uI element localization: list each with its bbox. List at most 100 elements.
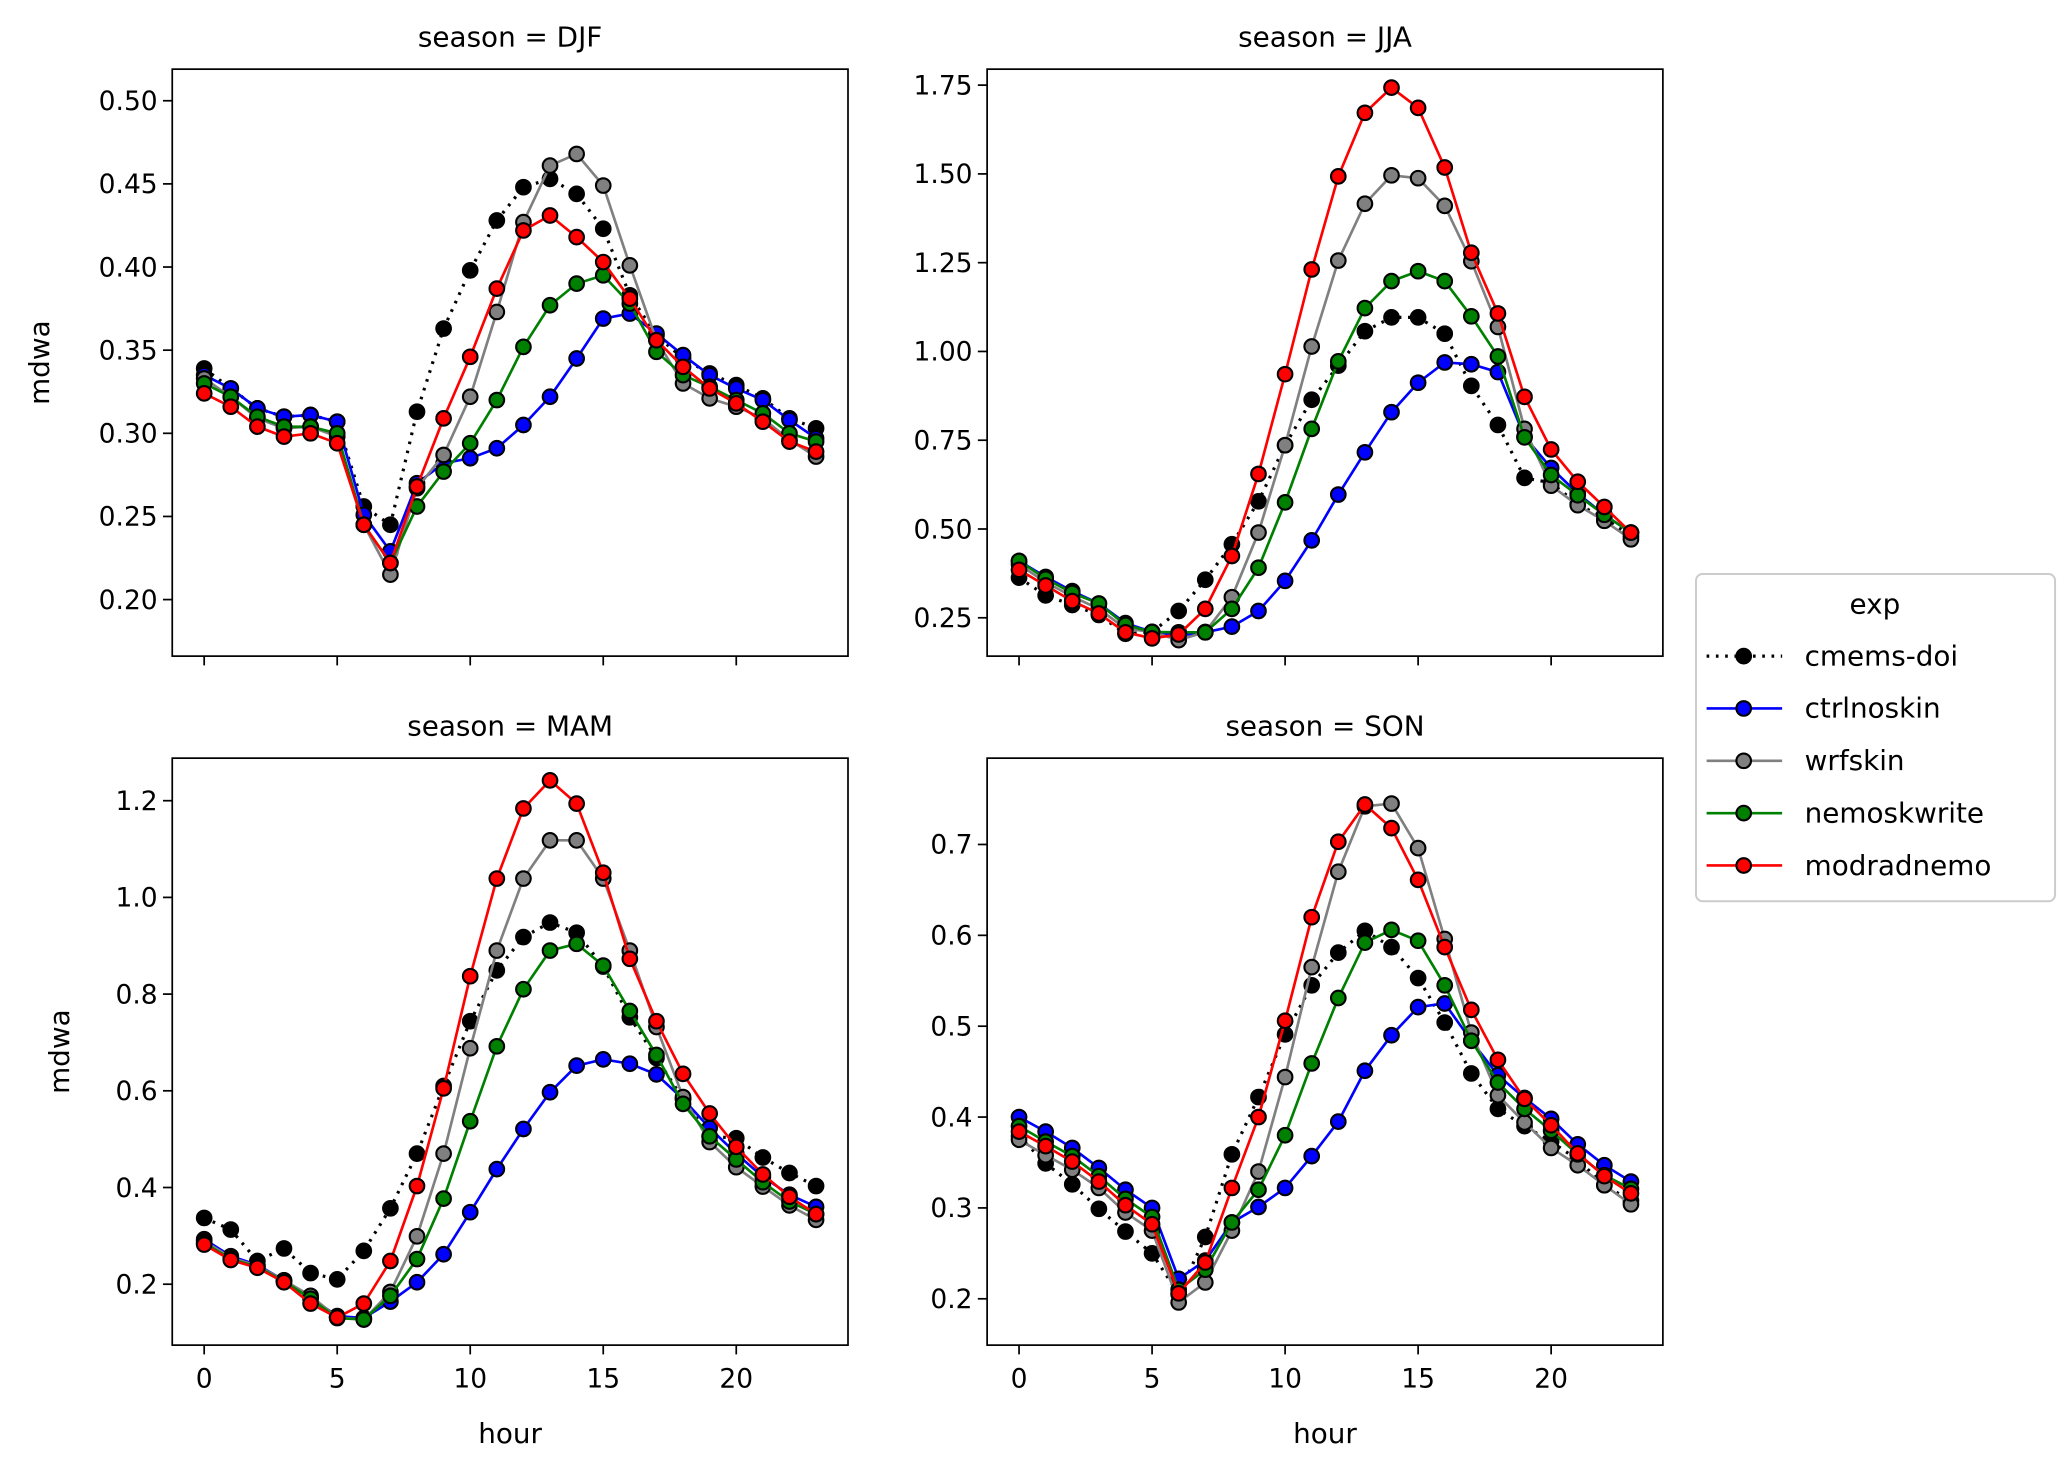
data-point-cmems-doi [1063,1175,1081,1193]
data-point-modradnemo [1329,833,1347,851]
data-point-wrfskin [594,177,612,194]
data-point-wrfskin [488,303,506,321]
legend-label: modradnemo [1805,849,1992,882]
data-point-modradnemo [488,870,506,887]
y-tick-label: 0.25 [914,603,973,634]
series-line-ctrlnoskin [203,1058,817,1320]
data-point-modradnemo [674,358,692,376]
data-point-cmems-doi [1329,944,1347,961]
panel-son: season = SON 0.2 0.3 0.4 0.5 0.6 0.7 0 5 10 15 20 ho… [930,710,1664,1450]
series-line-cmems-doi [203,920,817,1282]
data-point-modradnemo [1409,99,1427,117]
series-wrfskin [1010,795,1640,1311]
data-point-nemoskwrite [435,463,452,480]
y-axis-label: mdwa [43,1009,76,1094]
data-point-cmems-doi [1090,1200,1108,1218]
series-modradnemo [1010,79,1640,647]
data-point-modradnemo [195,1236,213,1253]
data-point-cmems-doi [1356,322,1374,340]
x-tick-label: 15 [586,1364,620,1395]
data-point-ctrlnoskin [408,1273,426,1291]
series-cmems-doi [195,170,825,534]
data-point-cmems-doi [1143,1245,1161,1262]
data-point-nemoskwrite [515,980,532,998]
data-point-ctrlnoskin [461,1203,479,1221]
data-point-nemoskwrite [621,1002,639,1020]
data-point-wrfskin [541,157,559,174]
data-point-nemoskwrite [408,1250,426,1268]
data-point-cmems-doi [541,914,559,931]
data-point-modradnemo [195,385,213,402]
data-point-ctrlnoskin [1250,1198,1267,1216]
data-point-nemoskwrite [382,1287,399,1305]
data-point-modradnemo [1303,908,1321,926]
data-point-wrfskin [1409,169,1427,187]
y-tick-label: 0.20 [99,585,158,616]
series-modradnemo [195,772,825,1326]
data-point-ctrlnoskin [1383,1026,1400,1044]
data-point-wrfskin [1303,338,1321,355]
data-point-wrfskin [541,831,559,849]
data-point-modradnemo [382,554,399,572]
data-point-nemoskwrite [1223,600,1241,618]
data-point-nemoskwrite [568,275,585,293]
data-point-nemoskwrite [674,1095,692,1113]
data-point-nemoskwrite [461,1112,479,1130]
y-tick-label: 1.25 [914,248,973,279]
data-point-wrfskin [1303,958,1321,976]
data-point-modradnemo [781,1188,798,1206]
data-point-modradnemo [1489,305,1507,322]
data-point-wrfskin [1383,166,1400,184]
series-wrfskin [195,145,825,583]
x-tick-label: 20 [719,1364,753,1395]
data-point-modradnemo [674,1065,692,1083]
data-point-ctrlnoskin [1356,443,1374,461]
y-tick-label: 1.00 [914,337,973,368]
data-point-modradnemo [1276,365,1294,383]
series-cmems-doi [195,914,825,1288]
panel-title: season = SON [1225,710,1424,743]
data-point-modradnemo [1436,938,1454,956]
data-point-ctrlnoskin [1356,1062,1374,1080]
data-point-modradnemo [1542,1116,1560,1134]
plot-frame [986,68,1664,657]
plot-frame [171,68,849,657]
series-line-nemoskwrite [203,273,817,566]
data-point-modradnemo [1436,159,1454,176]
data-point-modradnemo [1037,577,1055,594]
series-line-ctrlnoskin [203,312,817,555]
y-tick-label: 0.6 [116,1076,158,1107]
data-point-wrfskin [1276,1068,1294,1086]
y-tick-label: 0.3 [930,1193,972,1224]
plot-frame [986,757,1664,1346]
data-point-modradnemo [1462,1001,1480,1019]
data-point-modradnemo [355,516,373,534]
y-tick-label: 0.5 [930,1011,972,1042]
data-point-cmems-doi [1436,1014,1454,1031]
data-point-modradnemo [1462,244,1480,262]
data-point-modradnemo [435,1080,452,1097]
data-point-modradnemo [1303,261,1321,278]
data-point-cmems-doi [435,320,452,337]
data-point-modradnemo [1170,626,1188,643]
data-point-modradnemo [1595,498,1613,516]
data-point-modradnemo [621,950,639,968]
series-line-wrfskin [203,839,817,1321]
legend-marker [1735,752,1753,770]
y-tick-label: 0.50 [99,86,158,117]
data-point-wrfskin [1409,839,1427,857]
data-point-nemoskwrite [515,338,532,356]
data-point-nemoskwrite [1489,348,1507,365]
data-point-modradnemo [515,800,532,817]
data-point-modradnemo [1595,1167,1613,1185]
data-point-modradnemo [727,395,745,412]
data-point-ctrlnoskin [648,1066,665,1083]
data-point-cmems-doi [1516,469,1533,487]
data-point-modradnemo [1037,1137,1055,1155]
data-point-cmems-doi [1223,1145,1241,1163]
data-point-nemoskwrite [1489,1074,1507,1091]
series-modradnemo [1010,796,1640,1302]
data-point-modradnemo [488,280,506,297]
series-wrfskin [1010,166,1640,649]
